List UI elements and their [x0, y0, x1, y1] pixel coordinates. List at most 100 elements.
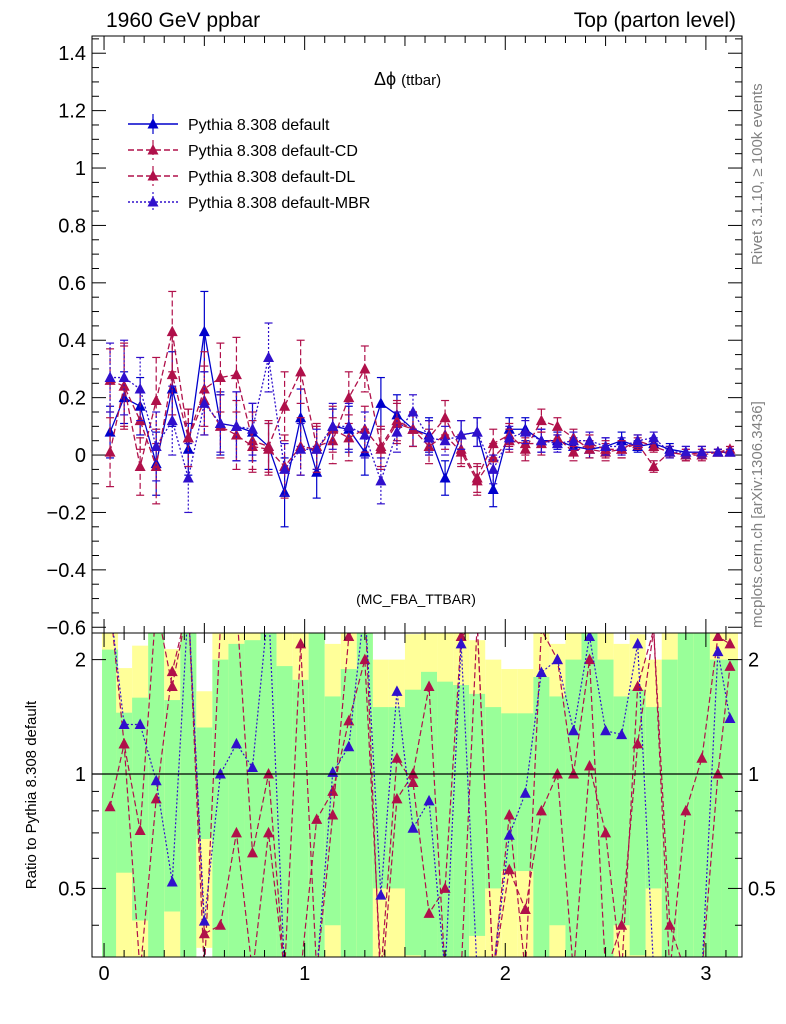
data-point — [230, 368, 242, 380]
data-point — [104, 446, 116, 457]
data-point — [471, 426, 483, 437]
ratio-point — [166, 875, 178, 887]
data-point — [519, 443, 531, 454]
data-point — [584, 434, 596, 446]
ratio-point — [724, 637, 736, 649]
data-point — [487, 483, 499, 494]
ratio-point — [551, 768, 563, 779]
data-point — [567, 434, 579, 446]
legend-label: Pythia 8.308 default-DL — [188, 169, 355, 186]
series-2 — [104, 333, 736, 505]
ratio-point — [423, 680, 435, 691]
data-point — [439, 472, 451, 483]
data-point — [295, 411, 307, 423]
x-tick-label: 2 — [500, 963, 511, 985]
ratio-y-tick-label: 2 — [75, 650, 86, 672]
data-point — [246, 440, 258, 451]
y-tick-label: 1 — [75, 158, 86, 180]
x-tick-label: 0 — [98, 963, 109, 985]
data-point — [471, 474, 483, 486]
ratio-point — [198, 915, 210, 926]
ratio-point — [295, 637, 307, 649]
data-point — [198, 325, 210, 337]
data-point — [166, 383, 178, 394]
data-point — [616, 434, 628, 446]
ratio-point — [455, 637, 467, 649]
ratio-line — [112, 633, 731, 957]
data-point — [311, 443, 323, 454]
ratio-point — [600, 724, 612, 736]
ratio-point — [263, 768, 275, 779]
ratio-point — [567, 768, 579, 779]
data-point — [230, 420, 242, 431]
data-point — [263, 443, 275, 454]
data-point — [600, 440, 612, 451]
data-point — [214, 371, 226, 383]
y-tick-label: −0.2 — [47, 502, 86, 524]
y-tick-label: 0.8 — [58, 215, 86, 237]
legend-marker — [147, 196, 159, 207]
data-point — [519, 437, 531, 449]
series-3 — [104, 322, 736, 514]
ratio-point — [343, 740, 355, 752]
data-point — [230, 428, 242, 440]
ratio-point — [214, 768, 226, 779]
legend-marker — [147, 170, 159, 181]
data-point — [327, 420, 339, 431]
ratio-point — [359, 653, 371, 665]
data-point — [535, 414, 547, 426]
ratio-point — [391, 752, 403, 763]
data-point — [391, 426, 403, 437]
y-tick-label: 1.4 — [58, 43, 86, 65]
ratio-point — [246, 846, 258, 858]
data-point — [455, 446, 467, 457]
data-point — [375, 474, 387, 486]
data-point — [535, 434, 547, 446]
band-inner — [276, 666, 293, 957]
data-point — [343, 391, 355, 403]
data-point — [246, 423, 258, 434]
ratio-point — [724, 660, 736, 671]
data-point — [182, 431, 194, 443]
y-tick-label: −0.4 — [47, 560, 86, 582]
data-point — [551, 431, 563, 443]
ratio-point — [391, 685, 403, 696]
ratio-point — [584, 653, 596, 665]
ratio-point — [407, 768, 419, 779]
ratio-point — [230, 737, 242, 749]
ratio-point — [724, 712, 736, 723]
data-point — [279, 400, 291, 411]
data-point — [295, 365, 307, 377]
data-point — [104, 371, 116, 383]
ratio-point — [439, 882, 451, 893]
ratio-point — [407, 776, 419, 787]
band-inner — [116, 712, 133, 873]
ratio-point — [632, 737, 644, 749]
data-point — [551, 420, 563, 431]
band-inner — [565, 659, 582, 957]
band-inner — [581, 633, 598, 957]
ratio-point — [519, 787, 531, 798]
band-inner — [485, 707, 502, 889]
y-tick-label: −0.6 — [47, 617, 86, 639]
data-point — [359, 428, 371, 440]
ratio-y-tick-label-right: 1 — [748, 764, 759, 786]
data-point — [487, 451, 499, 463]
ratio-point — [664, 919, 676, 930]
chart-title: Δϕ (ttbar) — [374, 69, 441, 89]
data-point — [166, 414, 178, 426]
ratio-y-tick-label: 0.5 — [58, 878, 86, 900]
band-inner — [677, 633, 694, 957]
x-tick-label: 3 — [700, 963, 711, 985]
data-point — [423, 431, 435, 443]
ratio-point — [375, 889, 387, 900]
ratio-point — [327, 809, 339, 820]
ratio-point — [423, 794, 435, 806]
ratio-line — [109, 633, 731, 957]
band-inner — [661, 659, 678, 957]
ratio-point — [712, 645, 724, 657]
header-right: Top (parton level) — [574, 9, 736, 32]
data-point — [519, 426, 531, 437]
uncertainty-bands — [102, 633, 738, 957]
ratio-point — [535, 804, 547, 816]
